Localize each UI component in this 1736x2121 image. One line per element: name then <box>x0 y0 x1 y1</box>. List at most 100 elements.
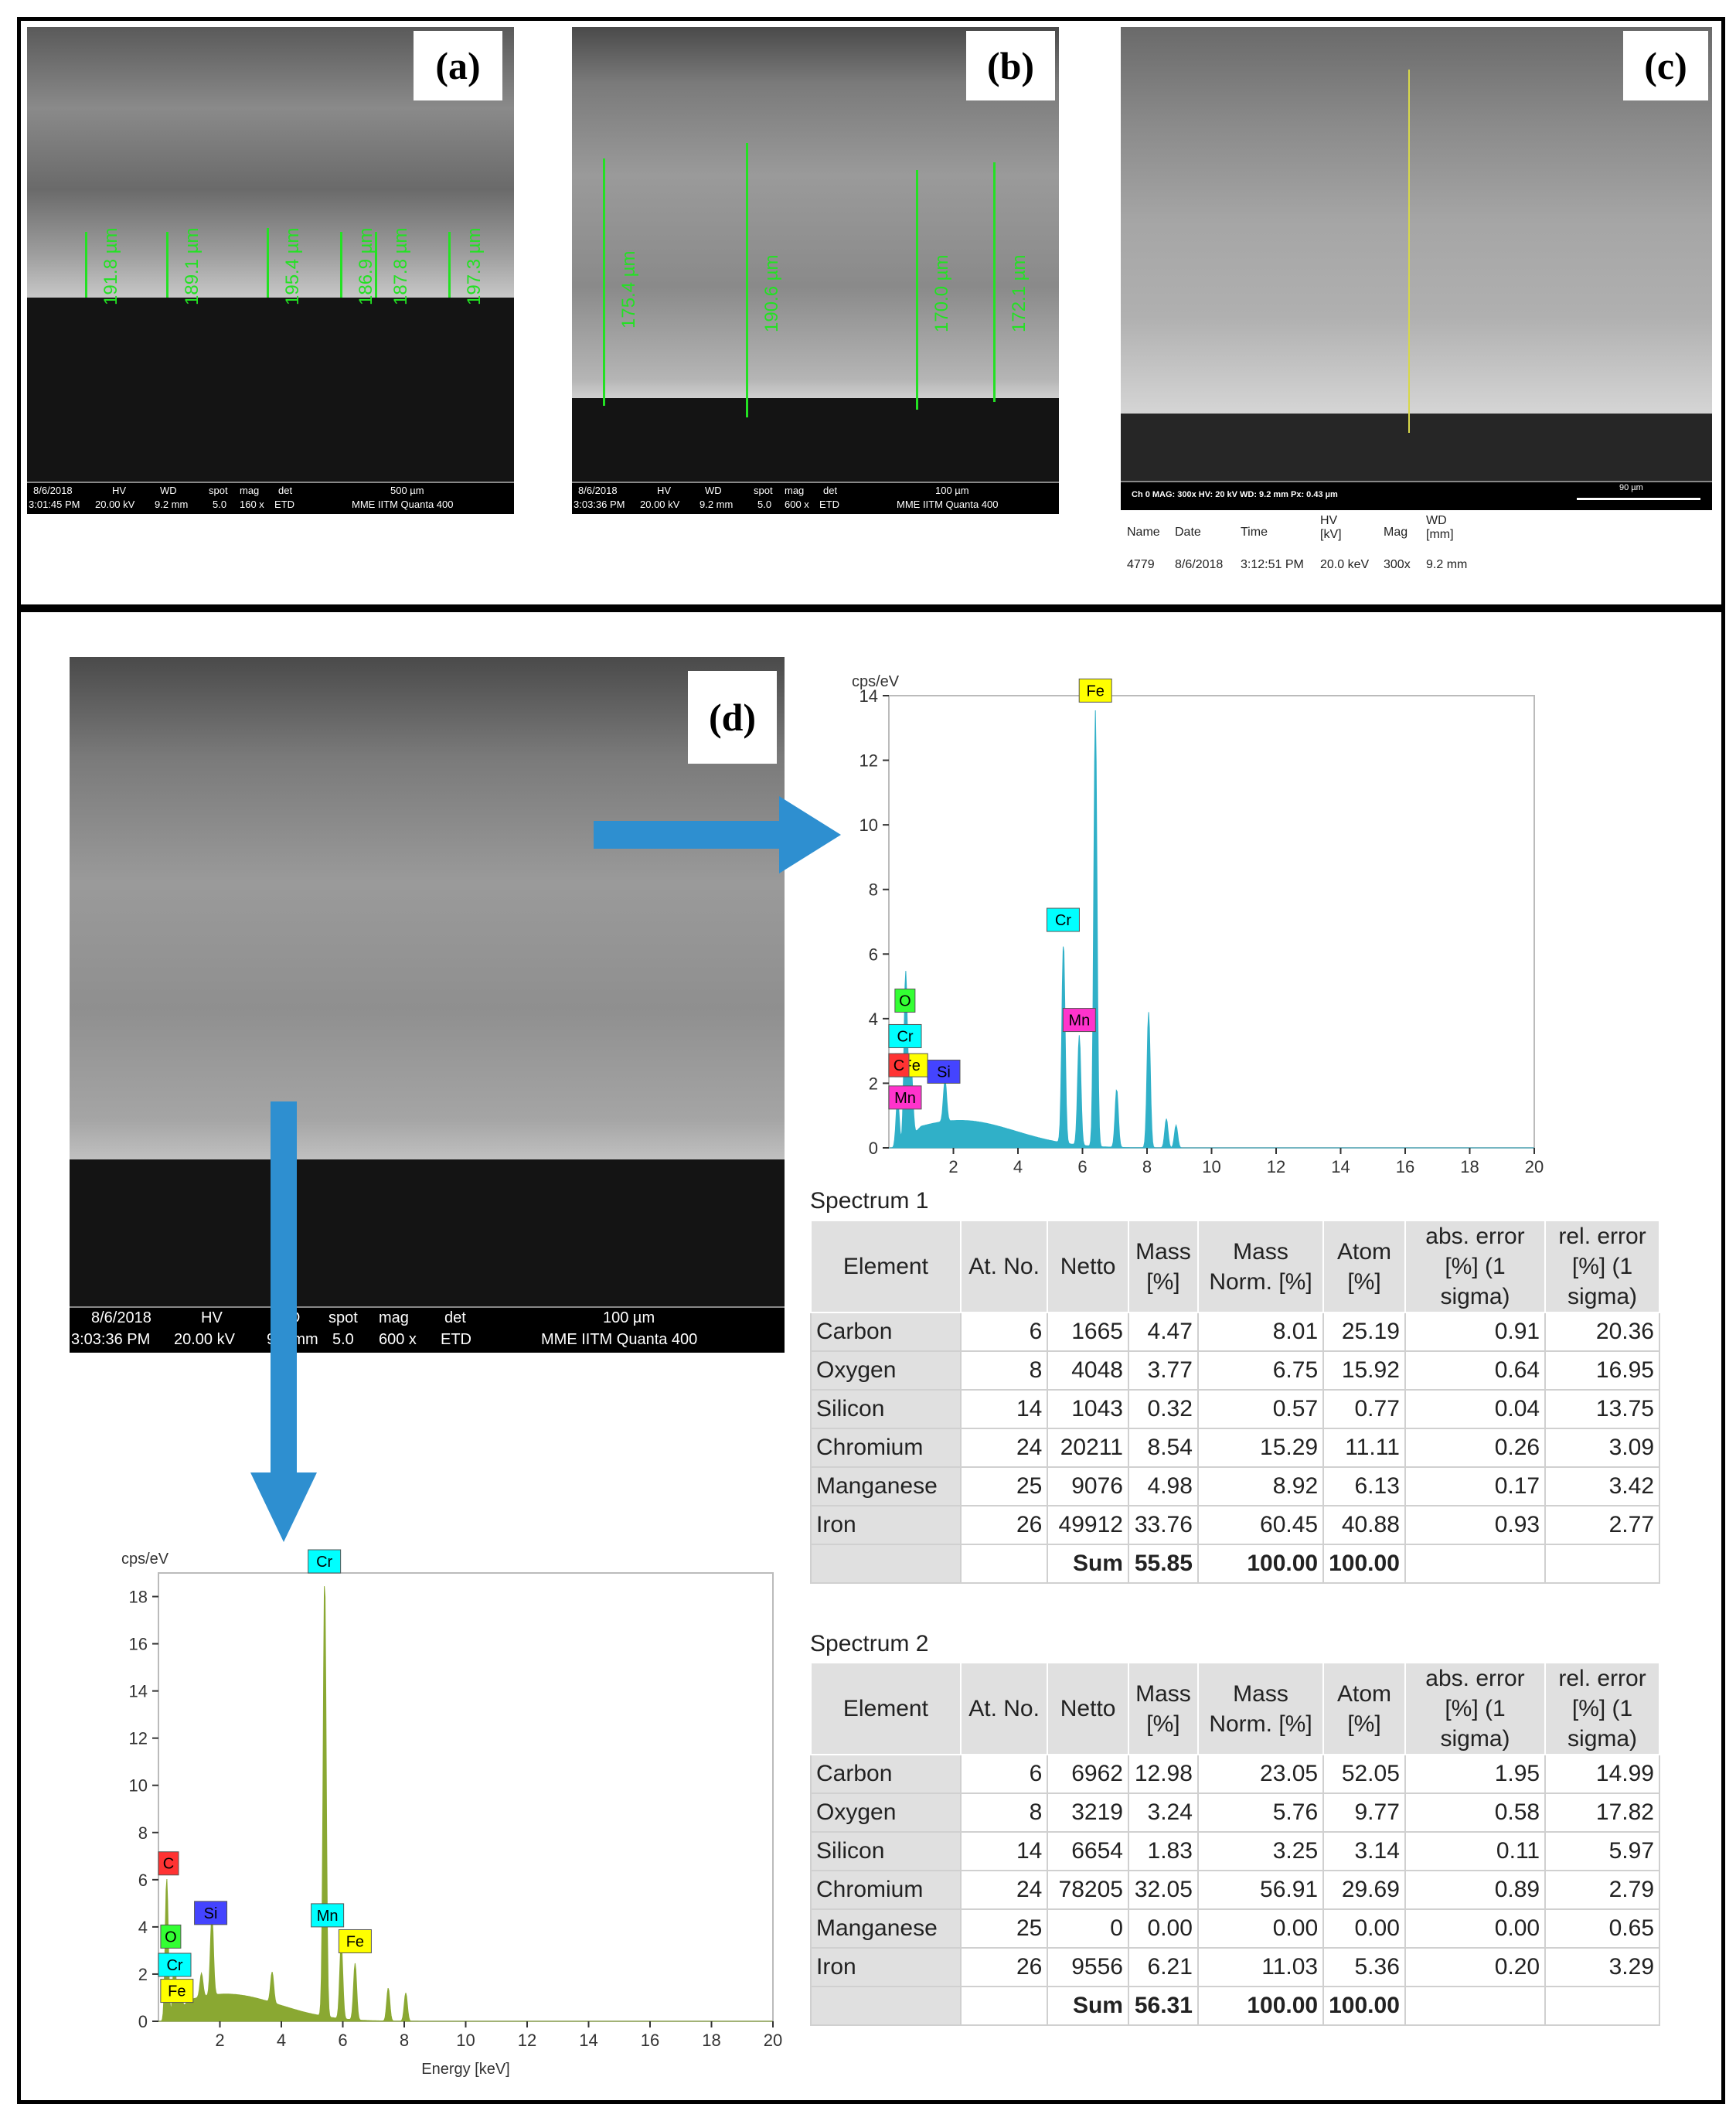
peak-annotation-box <box>160 1979 194 2004</box>
sum-cell: 56.31 <box>1127 1986 1199 2026</box>
sem-image-d: 8/6/2018 3:03:36 PM HV 20.00 kV WD 9.2 m… <box>70 657 785 1353</box>
bar-scale: 500 µm <box>390 485 424 496</box>
table-cell: 3219 <box>1047 1792 1129 1833</box>
arrow-down <box>250 1101 317 1542</box>
table-cell: 15.92 <box>1322 1350 1406 1391</box>
y-tick-label: 0 <box>138 2012 148 2031</box>
table-cell: 8 <box>959 1350 1049 1391</box>
table-cell: 20.36 <box>1544 1312 1660 1352</box>
eds-spectrum-1-svg: 2 4 6 8 10 12 14 16 18 2002468101214cps/eVFeCrMnO… <box>852 673 1544 1176</box>
peak-annotation-label: Mn <box>1068 1013 1090 1030</box>
x-tick-label: 6 <box>338 2031 347 2050</box>
table-cell: 25 <box>959 1908 1049 1949</box>
table-cell: 0.93 <box>1404 1505 1547 1545</box>
spectrum-1-title: Spectrum 1 <box>810 1188 929 1214</box>
bar-det: ETD <box>441 1331 471 1348</box>
header-cell: Element <box>810 1220 962 1313</box>
peak-annotation-box <box>1046 907 1080 932</box>
thickness-line <box>85 232 87 298</box>
bar-det: ETD <box>819 499 839 510</box>
table-cell: 3.09 <box>1544 1428 1660 1468</box>
table-cell: 9556 <box>1047 1947 1129 1987</box>
table-cell: 3.42 <box>1544 1466 1660 1506</box>
table-cell: 0.00 <box>1322 1908 1406 1949</box>
table-cell: 0.58 <box>1404 1792 1547 1833</box>
spectrum-2-table: Element At. No. Netto Mass [%] Mass Norm. [%… <box>810 1662 1660 2026</box>
meta-value-hv: 20.0 keV <box>1320 558 1370 571</box>
table-cell: Iron <box>810 1947 962 1987</box>
table-cell: 29.69 <box>1322 1870 1406 1910</box>
bar-instrument: MME IITM Quanta 400 <box>352 499 454 510</box>
table-cell: 0.04 <box>1404 1389 1547 1429</box>
table-cell: 0.00 <box>1404 1908 1547 1949</box>
bar-scale-line <box>1577 498 1700 500</box>
table-cell: 2.77 <box>1544 1505 1660 1545</box>
peak-annotation: Mn <box>888 1085 922 1110</box>
table-cell: Manganese <box>810 1908 962 1949</box>
peak-annotation-box <box>1078 678 1112 703</box>
peak-annotation-label: Cr <box>316 1554 332 1571</box>
bar-mag-label: mag <box>785 485 805 496</box>
x-tick-label: 4 <box>277 2031 286 2050</box>
bar-det-label: det <box>823 485 838 496</box>
table-cell: 6.13 <box>1322 1466 1406 1506</box>
sum-cell <box>959 1986 1049 2026</box>
table-cell: 4.47 <box>1127 1312 1199 1352</box>
thickness-line <box>603 158 605 406</box>
thickness-label-4: 186.9 µm <box>356 227 376 305</box>
x-tick-label: 20 <box>764 2031 782 2050</box>
thickness-label-1: 191.8 µm <box>100 227 121 305</box>
table-cell: 5.97 <box>1544 1831 1660 1871</box>
header-cell: Atom [%] <box>1322 1662 1406 1755</box>
peak-annotation-box <box>888 1085 922 1110</box>
x-tick-label: 12 <box>518 2031 536 2050</box>
y-axis-label: cps/eV <box>121 1551 169 1568</box>
table-cell: 14.99 <box>1544 1754 1660 1794</box>
table-cell: 32.05 <box>1127 1870 1199 1910</box>
peak-annotation-box <box>160 1924 182 1949</box>
table-header-row: Element At. No. Netto Mass [%] Mass Norm. [%… <box>810 1662 1660 1755</box>
table-row: Oxygen 8 4048 3.77 6.75 15.92 0.64 16.95 <box>810 1350 1660 1391</box>
x-axis-label: Energy [keV] <box>421 2061 510 2078</box>
bar-wd: 9.2 mm <box>155 499 189 510</box>
x-tick-label: 12 <box>1267 1157 1285 1176</box>
table-row: Silicon 14 1043 0.32 0.57 0.77 0.04 13.75 <box>810 1389 1660 1429</box>
thickness-label-4: 172.1 µm <box>1009 254 1030 332</box>
table-cell: 9076 <box>1047 1466 1129 1506</box>
peak-annotation-box <box>194 1901 228 1925</box>
table-cell: Iron <box>810 1505 962 1545</box>
spectrum-1-table: Element At. No. Netto Mass [%] Mass Norm. [%… <box>810 1220 1660 1584</box>
table-cell: Silicon <box>810 1389 962 1429</box>
bar-hv-label: HV <box>112 485 127 496</box>
table-row: Carbon 6 1665 4.47 8.01 25.19 0.91 20.36 <box>810 1312 1660 1352</box>
x-tick-label: 16 <box>1396 1157 1414 1176</box>
meta-header-date: Date <box>1175 526 1201 539</box>
table-cell: 1.83 <box>1127 1831 1199 1871</box>
table-cell: 56.91 <box>1196 1870 1325 1910</box>
substrate-dark <box>572 398 1059 483</box>
panel-label-a: (a) <box>414 31 502 100</box>
table-row: Manganese 25 9076 4.98 8.92 6.13 0.17 3.42 <box>810 1466 1660 1506</box>
spectrum-2-title: Spectrum 2 <box>810 1631 929 1656</box>
thickness-line <box>166 232 168 298</box>
bar-spot: 5.0 <box>213 499 227 510</box>
bar-scale: 100 µm <box>935 485 969 496</box>
header-cell: Mass Norm. [%] <box>1196 1662 1325 1755</box>
sum-cell <box>1544 1986 1660 2026</box>
sem-info-bar-a: 8/6/2018 3:01:45 PM HV 20.00 kV WD 9.2 m… <box>27 482 514 514</box>
header-cell: abs. error [%] (1 sigma) <box>1404 1220 1547 1313</box>
header-cell: Netto <box>1047 1662 1129 1755</box>
coating-surface <box>1121 27 1712 414</box>
thickness-line <box>746 143 748 417</box>
table-cell: 60.45 <box>1196 1505 1325 1545</box>
sum-cell <box>1404 1986 1547 2026</box>
table-cell: 16.95 <box>1544 1350 1660 1391</box>
peak-annotation-label: Si <box>204 1905 218 1922</box>
x-tick-label: 14 <box>579 2031 597 2050</box>
table-cell: 49912 <box>1047 1505 1129 1545</box>
table-cell: 1.95 <box>1404 1754 1547 1794</box>
meta-header-name: Name <box>1127 526 1160 539</box>
x-tick-label: 18 <box>1460 1157 1479 1176</box>
table-row: Silicon 14 6654 1.83 3.25 3.14 0.11 5.97 <box>810 1831 1660 1871</box>
table-cell: Chromium <box>810 1428 962 1468</box>
